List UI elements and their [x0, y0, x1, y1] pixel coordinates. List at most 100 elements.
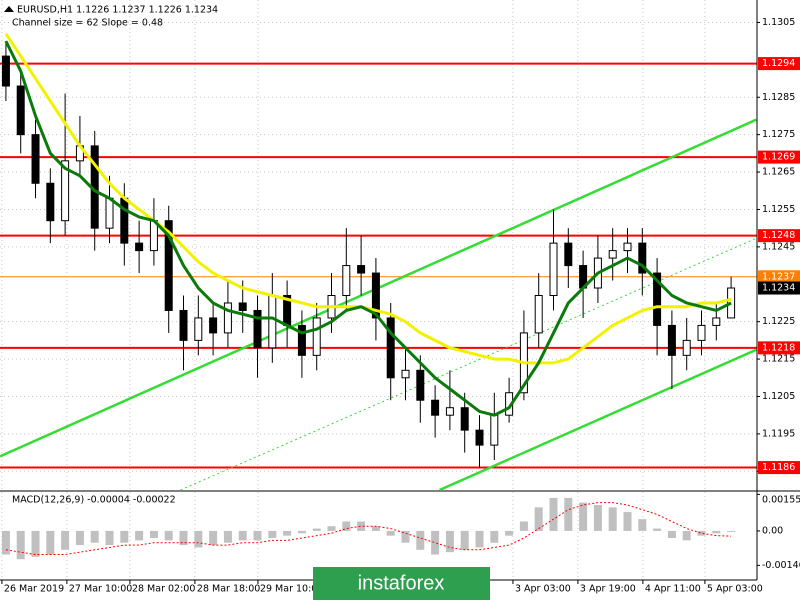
ma-line — [4, 40, 732, 417]
candle-body — [697, 324, 706, 341]
chart-title: EURUSD,H1 1.1226 1.1237 1.1226 1.1234 — [17, 5, 218, 16]
candle-body — [194, 317, 203, 341]
level-label: 1.1218 — [762, 342, 795, 353]
candle-body — [238, 302, 247, 311]
level-label: 1.1248 — [762, 230, 795, 241]
y-tick-label: 1.1225 — [762, 316, 795, 327]
chart-subtitle: Channel size = 62 Slope = 0.48 — [12, 18, 163, 29]
candle-body — [431, 399, 440, 416]
x-tick-label: 4 Apr 11:00 — [645, 584, 701, 595]
candle-body — [416, 369, 425, 401]
y-tick-label: 1.1215 — [762, 354, 795, 365]
candle-body — [549, 242, 558, 296]
candle-body — [475, 429, 484, 446]
macd-bar — [209, 530, 218, 546]
candle-body — [342, 265, 351, 296]
macd-bar — [312, 528, 321, 531]
macd-y-tick-label: 0.00155 — [762, 495, 800, 506]
macd-bar — [490, 530, 499, 543]
macd-bar — [46, 530, 55, 555]
candle-body — [297, 324, 306, 356]
macd-bar — [534, 507, 543, 531]
macd-bar — [519, 521, 528, 531]
candle-body — [653, 272, 662, 326]
candle-body — [61, 160, 70, 222]
x-tick-label: 28 Mar 02:00 — [132, 584, 195, 595]
macd-plot — [1, 492, 736, 580]
candle-body — [712, 317, 721, 326]
y-tick-label: 1.1195 — [762, 428, 795, 439]
logo-box — [313, 567, 490, 600]
candle-body — [31, 134, 40, 184]
y-tick-label: 1.1305 — [762, 17, 795, 28]
candle-body — [1, 55, 10, 87]
macd-bar — [445, 530, 454, 553]
macd-bar — [431, 530, 440, 555]
macd-bar — [223, 530, 232, 543]
macd-bar — [401, 530, 410, 543]
y-tick-label: 1.1275 — [762, 129, 795, 140]
x-tick-label: 27 Mar 10:00 — [69, 584, 132, 595]
macd-bar — [149, 530, 158, 539]
macd-bar — [342, 521, 351, 531]
candle-body — [253, 309, 262, 349]
macd-bar — [75, 530, 84, 546]
y-tick-label: 1.1265 — [762, 167, 795, 178]
macd-bar — [593, 504, 602, 531]
macd-bar — [667, 530, 676, 539]
macd-bar — [371, 526, 380, 531]
level-box — [758, 229, 800, 243]
macd-bar — [579, 502, 588, 531]
level-box — [758, 461, 800, 475]
macd-y-tick-label: 0.00 — [762, 525, 783, 536]
candle-body — [209, 317, 218, 334]
x-tick-label: 26 Mar 2019 — [4, 584, 64, 595]
macd-bar — [638, 519, 647, 531]
macd-bar — [179, 530, 188, 546]
macd-bar — [283, 530, 292, 536]
candle-body — [164, 220, 173, 311]
x-tick-label: 5 Apr 03:00 — [707, 584, 763, 595]
macd-bar — [120, 530, 129, 543]
level-label: 1.1269 — [762, 152, 795, 163]
macd-bar — [268, 530, 277, 539]
candle-body — [312, 317, 321, 356]
candle-body — [534, 294, 543, 334]
macd-y-tick-label: -0.00146 — [762, 560, 800, 571]
logo: instaforex — [313, 567, 490, 600]
header: EURUSD,H1 1.1226 1.1237 1.1226 1.1234 Ch… — [4, 5, 218, 506]
candle-body — [490, 414, 499, 446]
macd-bar — [416, 530, 425, 550]
macd-bar — [16, 530, 25, 560]
candle-body — [682, 339, 691, 356]
candle-body — [223, 302, 232, 334]
macd-bar — [549, 497, 558, 531]
macd-bar — [623, 512, 632, 531]
x-tick-label: 29 Mar 10:00 — [260, 584, 323, 595]
candle-body — [727, 287, 736, 319]
candle-body — [46, 182, 55, 222]
price-line-box — [758, 270, 800, 284]
last-price-label: 1.1234 — [762, 283, 795, 294]
macd-bar — [31, 530, 40, 557]
candle-body — [386, 317, 395, 379]
candle-body — [120, 197, 129, 244]
indicator-title: MACD(12,26,9) -0.00004 -0.00022 — [12, 495, 176, 506]
level-box — [758, 57, 800, 71]
macd-bar — [327, 526, 336, 531]
candle-body — [135, 242, 144, 252]
level-label: 1.1186 — [762, 462, 795, 473]
candle-body — [623, 242, 632, 252]
macd-bar — [1, 530, 10, 555]
macd-bar — [682, 530, 691, 541]
last-price-box — [758, 281, 800, 295]
candle-body — [564, 242, 573, 267]
macd-bar — [608, 507, 617, 531]
macd-bar — [564, 497, 573, 531]
macd-bar — [297, 530, 306, 534]
macd-bar — [253, 530, 262, 541]
candle-body — [268, 294, 277, 349]
candle-body — [105, 197, 114, 229]
